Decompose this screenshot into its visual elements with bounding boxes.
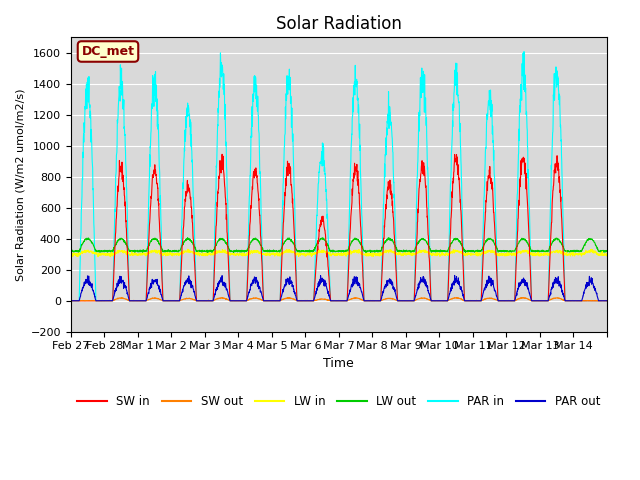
Text: DC_met: DC_met <box>81 45 134 58</box>
Y-axis label: Solar Radiation (W/m2 umol/m2/s): Solar Radiation (W/m2 umol/m2/s) <box>15 88 25 281</box>
Title: Solar Radiation: Solar Radiation <box>276 15 402 33</box>
X-axis label: Time: Time <box>323 357 354 370</box>
Legend: SW in, SW out, LW in, LW out, PAR in, PAR out: SW in, SW out, LW in, LW out, PAR in, PA… <box>73 391 605 413</box>
